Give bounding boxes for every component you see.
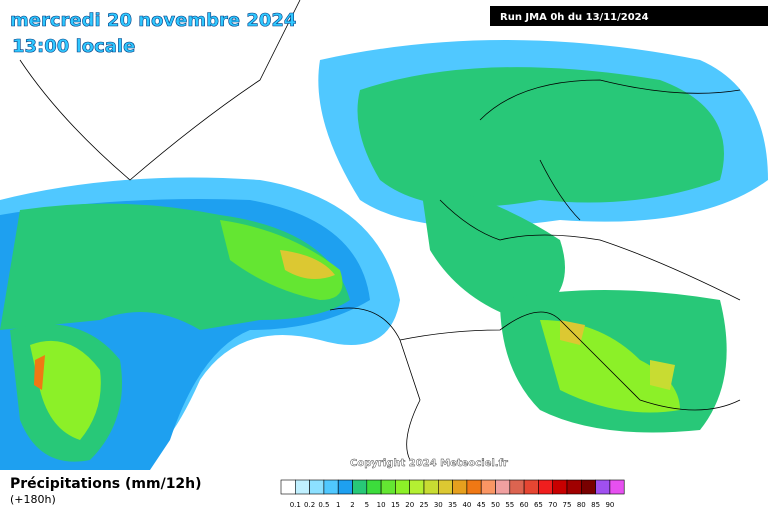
legend-swatch [409, 479, 425, 495]
copyright: Copyright 2024 Meteociel.fr [350, 458, 508, 469]
legend-label: 5 [365, 501, 369, 509]
legend-title: Précipitations (mm/12h) [10, 476, 202, 492]
legend-swatch [609, 479, 625, 495]
legend-label: 0.5 [318, 501, 329, 509]
legend-swatch [538, 479, 554, 495]
legend-scale: 0.1 0.2 0.5 1 2 5 10 15 20 25 30 35 40 45 50 55 60 65 70 75… [280, 479, 625, 509]
legend-label: 75 [563, 501, 572, 509]
legend-label: 70 [548, 501, 557, 509]
run-label: Run JMA 0h du 13/11/2024 [500, 12, 649, 23]
legend-swatch [509, 479, 525, 495]
map-time: 13:00 locale [12, 36, 135, 57]
legend-label: 85 [591, 501, 600, 509]
legend-label: 40 [462, 501, 471, 509]
legend-swatch [395, 479, 410, 495]
legend-label: 90 [605, 501, 614, 509]
legend-swatch [337, 479, 353, 495]
legend-swatch [595, 479, 611, 495]
legend-label: 10 [377, 501, 386, 509]
legend-swatch [309, 479, 325, 495]
legend-label: 0.2 [304, 501, 315, 509]
legend-swatch [495, 479, 511, 495]
legend-label: 35 [448, 501, 457, 509]
precipitation-fields [0, 40, 768, 470]
coastlines [19, 0, 741, 461]
legend-swatch [366, 479, 382, 495]
legend-label: 65 [534, 501, 543, 509]
legend-label: 20 [405, 501, 414, 509]
legend-label: 45 [477, 501, 486, 509]
legend-swatch [280, 479, 296, 495]
map-date: mercredi 20 novembre 2024 [10, 10, 296, 31]
legend-swatch [466, 479, 482, 495]
legend-swatch [423, 479, 439, 495]
legend-label: 60 [520, 501, 529, 509]
legend-label: 50 [491, 501, 500, 509]
legend-swatch [566, 479, 582, 495]
legend-label: 2 [350, 501, 354, 509]
legend-swatch [323, 479, 339, 495]
legend-label: 0.1 [290, 501, 301, 509]
legend-label: 15 [391, 501, 400, 509]
legend-swatch [480, 479, 496, 495]
legend-swatch [437, 479, 453, 495]
legend-label: 25 [420, 501, 429, 509]
legend-label: 1 [336, 501, 340, 509]
legend-swatch [552, 479, 568, 495]
legend-swatch [523, 479, 539, 495]
legend-swatch [352, 479, 368, 495]
legend-swatch [580, 479, 596, 495]
run-box [490, 6, 768, 26]
legend-lead: (+180h) [10, 493, 56, 506]
legend-label: 55 [505, 501, 514, 509]
legend-swatch [294, 479, 310, 495]
legend-label: 80 [577, 501, 586, 509]
legend-label: 30 [434, 501, 443, 509]
legend-swatch [452, 479, 468, 495]
legend-swatch [380, 479, 396, 495]
